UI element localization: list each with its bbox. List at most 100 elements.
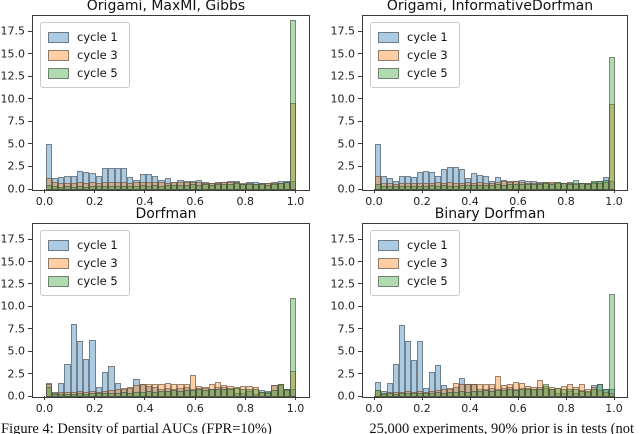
x-tick-label: 0.0 [365,402,383,415]
x-tick-label: 0.8 [236,195,255,208]
histogram-bar-cycle5 [387,186,393,190]
histogram-bar-cycle5 [573,389,579,397]
histogram-bar-cycle5 [189,184,197,190]
y-tick-label: 12.5 [330,69,356,83]
histogram-bar-cycle5 [585,184,591,190]
y-tick-mark [358,98,362,100]
y-tick-label: 0.0 [7,389,26,403]
histogram-bar-cycle5 [76,186,84,190]
y-tick-label: 10.0 [0,92,26,106]
histogram-bar-cycle5 [447,391,453,397]
legend-swatch [378,31,399,43]
histogram-bar-cycle5 [549,388,555,397]
y-tick-mark [358,143,362,145]
legend-swatch [378,49,399,61]
histogram-bar-cycle5 [555,388,561,397]
histogram-bar-cycle5 [290,298,297,397]
histogram-bar-cycle5 [465,184,471,190]
x-tick-label: 1.0 [605,402,623,415]
subplot-title: Binary Dorfman [434,206,546,222]
histogram-bar-cycle5 [417,392,423,397]
y-tick-mark [28,30,32,32]
y-tick-label: 5.0 [337,137,356,151]
histogram-bar-cycle5 [405,392,411,397]
histogram-bar-cycle5 [277,182,284,190]
histogram-bar-cycle5 [603,180,609,190]
histogram-bar-cycle5 [405,185,411,190]
y-tick-label: 0.0 [337,389,356,403]
y-tick-mark [358,350,362,352]
histogram-bar-cycle5 [202,184,209,190]
histogram-bar-cycle5 [283,388,291,397]
legend-label: cycle 1 [77,30,118,44]
y-tick-label: 15.0 [330,255,356,269]
x-tick-label: 0.2 [413,195,431,208]
x-tick-label: 0.8 [557,195,575,208]
x-tick-mark [294,189,296,193]
histogram-bar-cycle5 [435,185,441,190]
histogram-bar-cycle5 [152,391,159,397]
histogram-bar-cycle5 [537,388,543,397]
histogram-bar-cycle5 [127,186,134,190]
y-tick-mark [358,120,362,122]
histogram-bar-cycle5 [609,57,615,190]
histogram-bar-cycle5 [83,393,90,397]
histogram-bar-cycle5 [471,390,477,397]
histogram-bar-cycle5 [45,185,52,190]
histogram-bar-cycle5 [579,183,585,190]
histogram-bar-cycle5 [423,185,429,190]
legend-entry: cycle 3 [48,46,118,64]
y-tick-label: 17.5 [330,232,356,246]
legend-entry: cycle 1 [378,28,448,46]
histogram-bar-cycle5 [208,184,215,190]
y-tick-mark [28,305,32,307]
y-tick-label: 5.0 [337,344,356,358]
legend-entry: cycle 3 [378,254,448,272]
y-tick-label: 7.5 [7,322,26,336]
y-tick-mark [358,261,362,263]
histogram-bar-cycle5 [252,183,259,190]
x-tick-mark [44,396,46,400]
histogram-bar-cycle5 [214,184,222,190]
histogram-bar-cycle5 [465,391,471,397]
legend-label: cycle 5 [407,66,448,80]
x-tick-label: 0.6 [186,195,204,208]
histogram-bar-cycle5 [525,389,531,397]
x-tick-mark [421,189,423,193]
legend-swatch [378,257,399,269]
histogram-bar-cycle5 [89,186,96,190]
x-tick-mark [94,189,96,193]
legend: cycle 1 cycle 3 cycle 5 [40,230,130,296]
x-tick-mark [613,396,615,400]
legend-entry: cycle 5 [378,272,448,290]
histogram-bar-cycle5 [513,183,519,190]
y-tick-mark [28,283,32,285]
histogram-bar-cycle5 [95,185,102,190]
x-tick-label: 0.4 [136,402,154,415]
legend-label: cycle 3 [77,48,118,62]
histogram-bar-cycle5 [246,388,253,397]
histogram-bar-cycle5 [393,185,399,190]
x-tick-label: 0.4 [461,195,479,208]
x-tick-mark [613,189,615,193]
x-tick-mark [144,189,146,193]
histogram-bar-cycle5 [573,179,579,190]
legend: cycle 1 cycle 3 cycle 5 [40,22,130,88]
histogram-bar-cycle5 [609,293,615,397]
y-tick-mark [28,120,32,122]
legend: cycle 1 cycle 3 cycle 5 [370,230,460,296]
histogram-bar-cycle5 [477,184,483,190]
histogram-bar-cycle5 [495,389,501,397]
histogram-bar-cycle5 [64,186,71,190]
histogram-bar-cycle5 [58,186,65,190]
histogram-bar-cycle5 [139,185,146,190]
histogram-bar-cycle5 [381,393,387,397]
subplot-title: Origami, InformativeDorfman [386,0,594,14]
histogram-bar-cycle5 [447,185,453,190]
histogram-bar-cycle5 [102,393,109,397]
x-tick-label: 0.2 [413,402,431,415]
histogram-bar-cycle5 [423,392,429,397]
histogram-bar-cycle5 [233,183,240,190]
y-tick-label: 15.0 [330,47,356,61]
histogram-bar-cycle5 [227,184,234,190]
